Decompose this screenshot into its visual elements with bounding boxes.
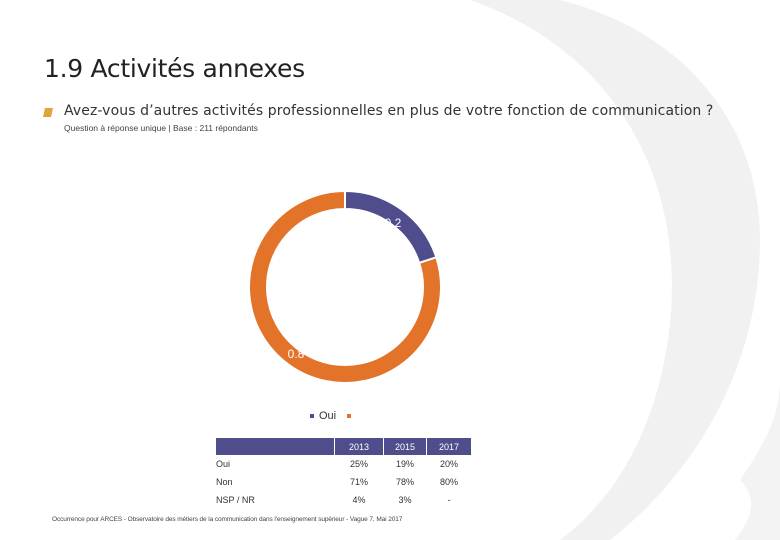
cell: - — [447, 495, 451, 505]
cell: 4% — [352, 495, 366, 505]
table-row: NSP / NR 4% 3% - — [216, 491, 472, 509]
cell: 3% — [398, 495, 412, 505]
cell: 78% — [395, 477, 414, 487]
row-label: Oui — [216, 459, 231, 469]
table-header-blank — [216, 438, 335, 455]
donut-chart: 0.2 0.8 — [248, 189, 442, 384]
cell: 25% — [349, 459, 368, 469]
row-label: Non — [216, 477, 233, 487]
chart-legend: Oui — [310, 410, 356, 422]
cell: 71% — [349, 477, 368, 487]
table-row: Oui 25% 19% 20% — [216, 455, 472, 473]
table-header-2017: 2017 — [426, 438, 472, 455]
base-note: Question à réponse unique | Base : 211 r… — [64, 123, 258, 133]
legend-swatch-oui — [310, 414, 314, 418]
cell: 20% — [439, 459, 458, 469]
table-row: Non 71% 78% 80% — [216, 473, 472, 491]
row-label: NSP / NR — [216, 495, 255, 505]
table-header-2015: 2015 — [383, 438, 427, 455]
table-header-2013: 2013 — [334, 438, 384, 455]
page-title: 1.9 Activités annexes — [44, 54, 305, 83]
data-label-oui: 0.2 — [385, 216, 402, 230]
data-label-non: 0.8 — [288, 347, 305, 361]
cell: 19% — [395, 459, 414, 469]
table-header-row: 2013 2015 2017 — [216, 438, 472, 455]
results-table: 2013 2015 2017 Oui 25% 19% 20% Non 71% 7… — [216, 438, 472, 509]
footer-source: Occurrence pour ARCES - Observatoire des… — [52, 516, 403, 523]
cell: 80% — [439, 477, 458, 487]
legend-label-oui: Oui — [319, 410, 337, 422]
legend-swatch-non — [347, 414, 352, 418]
question-text: Avez-vous d’autres activités professionn… — [64, 103, 714, 119]
donut-slice-non — [248, 189, 442, 384]
